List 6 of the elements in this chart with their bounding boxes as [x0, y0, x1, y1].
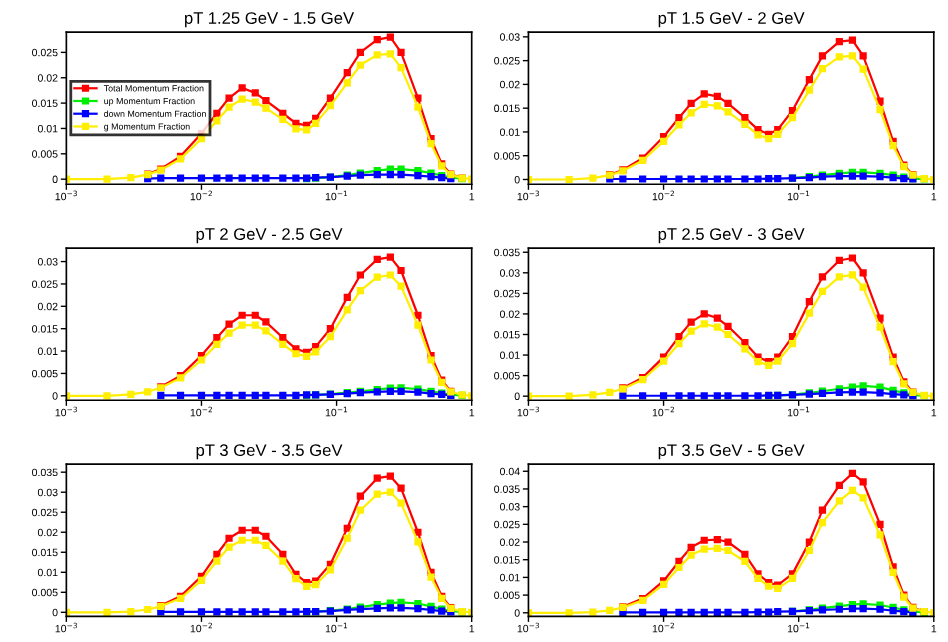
- chart-title: pT 3.5 GeV - 5 GeV: [658, 444, 805, 460]
- chart-title: pT 1.25 GeV - 1.5 GeV: [185, 12, 355, 28]
- chart-title: pT 2.5 GeV - 3 GeV: [658, 228, 805, 244]
- chart-title: pT 3 GeV - 3.5 GeV: [196, 444, 343, 460]
- chart-title: pT 1.5 GeV - 2 GeV: [658, 12, 805, 28]
- chart-title: pT 2 GeV - 2.5 GeV: [196, 228, 343, 244]
